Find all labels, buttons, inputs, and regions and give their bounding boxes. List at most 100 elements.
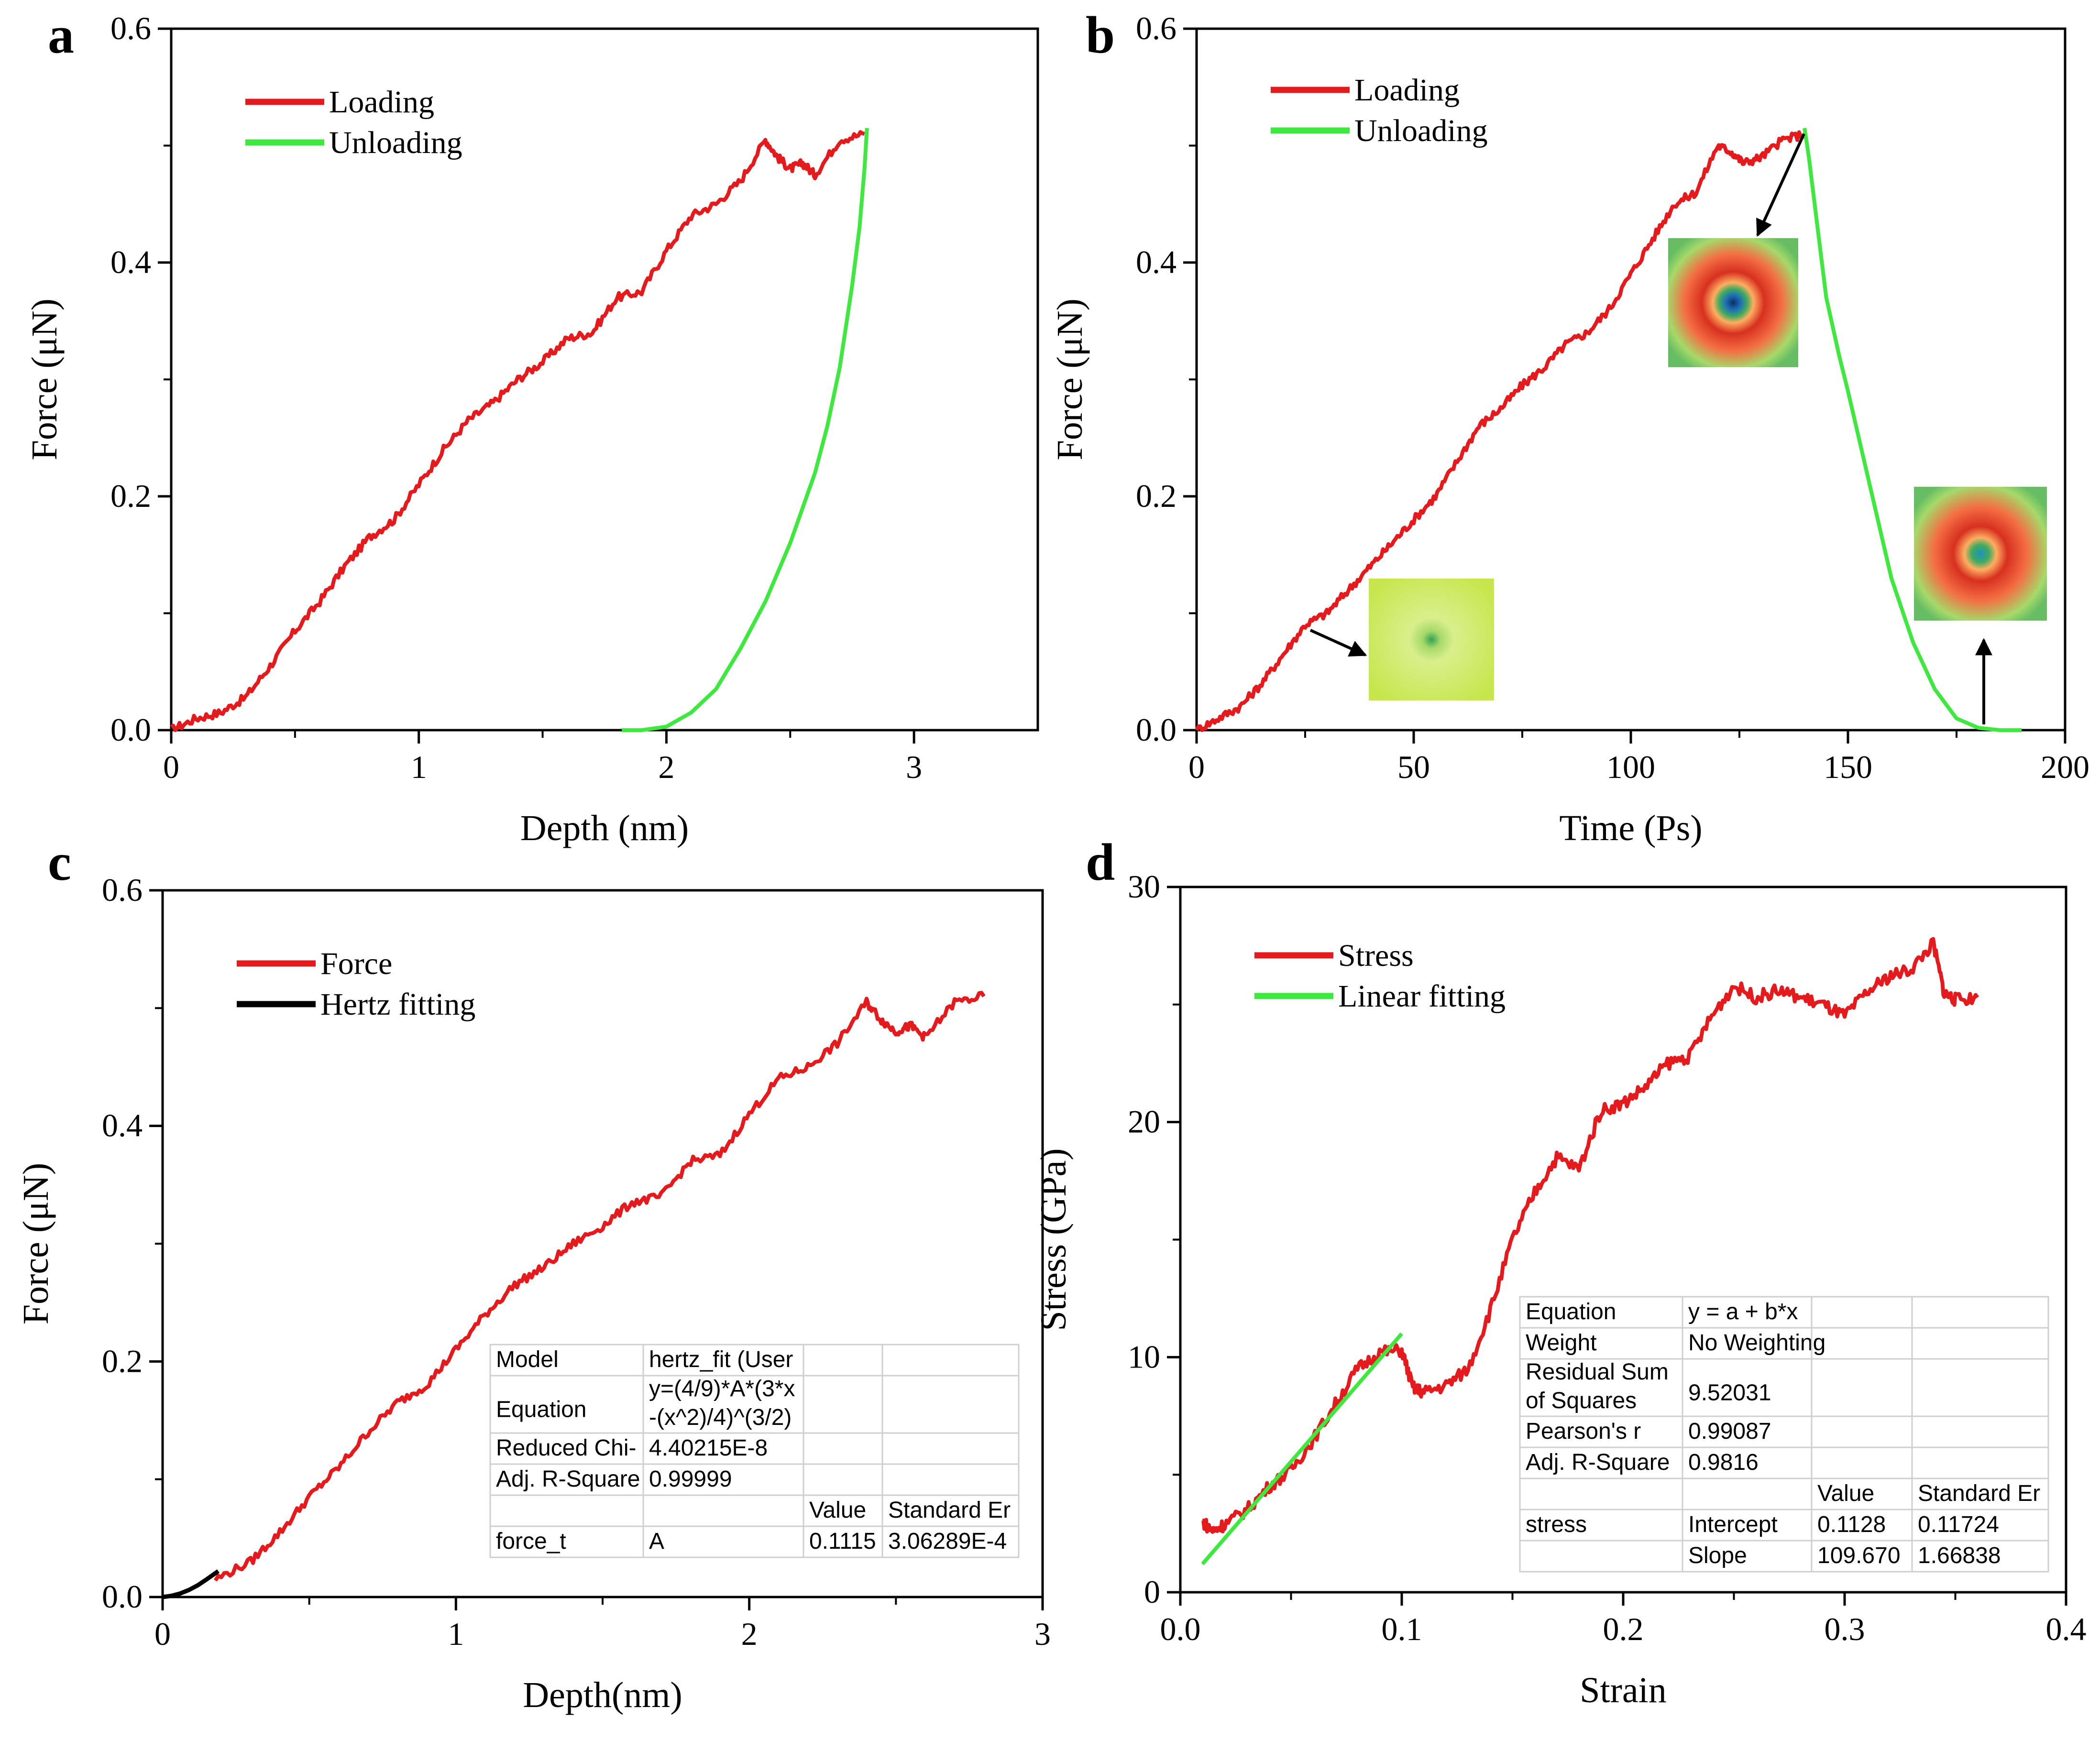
chart-d: 0.0 0.1 0.2 0.3 0.4 0 10 20 30 Strain Stress (GPa)… (1034, 868, 2087, 1710)
x-tick-label: 0 (163, 749, 179, 785)
legend-label: Hertz fitting (320, 987, 475, 1022)
table-cell: force_t (496, 1529, 566, 1554)
x-tick-label: 1 (411, 749, 427, 785)
x-tick-label: 100 (1606, 749, 1655, 785)
table-cell: 0.99087 (1688, 1419, 1771, 1444)
x-tick-label: 1 (448, 1616, 464, 1652)
legend-label: Force (320, 946, 392, 981)
table-row (1519, 1477, 2049, 1510)
table-cell: Pearson's r (1526, 1419, 1641, 1444)
x-tick-label: 0.1 (1382, 1611, 1422, 1647)
table-cell: Model (496, 1347, 559, 1372)
series-line-stress (1201, 937, 1979, 1534)
panel-label-c: c (48, 833, 71, 891)
series-line-linear-fitting (1201, 1332, 1404, 1565)
inset-snapshot-early (1369, 579, 1494, 700)
table-cell: Equation (1526, 1299, 1616, 1324)
y-tick-label: 0.2 (1136, 478, 1176, 514)
table-row (1519, 1415, 2049, 1448)
x-tick-label: 0.0 (1160, 1611, 1201, 1647)
table-cell: 0.11724 (1918, 1512, 1999, 1537)
y-tick-label: 0.6 (1136, 10, 1176, 46)
x-tick-label: 0 (1188, 749, 1205, 785)
table-cell: Adj. R-Square (496, 1466, 640, 1492)
table-cell: 0.1128 (1817, 1512, 1886, 1537)
y-tick-label: 0.4 (102, 1107, 143, 1144)
table-cell: Value (809, 1498, 866, 1523)
y-tick-label: 0 (1144, 1574, 1160, 1610)
legend-label: Loading (1354, 73, 1460, 108)
arrow-peak (1756, 133, 1805, 237)
table-cell: hertz_fit (User (649, 1347, 793, 1372)
x-tick-label: 3 (1034, 1616, 1051, 1652)
table-cell: Standard Er (888, 1498, 1011, 1523)
x-tick-label: 150 (1824, 749, 1872, 785)
inset-snapshot-peak (1668, 238, 1798, 367)
table-cell: Adj. R-Square (1526, 1450, 1670, 1475)
table-cell: Slope (1688, 1543, 1747, 1568)
legend-label: Linear fitting (1338, 979, 1506, 1014)
table-cell: Equation (496, 1397, 587, 1422)
y-tick-label: 0.0 (1136, 711, 1176, 748)
table-cell: Value (1817, 1481, 1874, 1506)
y-tick-label: 10 (1128, 1338, 1160, 1375)
table-cell: 4.40215E-8 (649, 1435, 768, 1461)
fit-table-linear: Equation y = a + b*x Weight No Weighting Res… (1519, 1296, 2049, 1573)
x-tick-label: 3 (906, 749, 922, 785)
x-tick-label: 0.4 (2046, 1611, 2087, 1647)
legend-label: Unloading (1354, 113, 1488, 148)
legend-label: Stress (1338, 938, 1414, 973)
chart-c: 0 1 2 3 0.0 0.2 0.4 0.6 Depth(nm) Force (μN) Force… (16, 872, 1051, 1715)
legend-label: Unloading (329, 125, 462, 160)
table-cell: y=(4/9)*A*(3*x (649, 1376, 795, 1401)
series-line-loading (170, 130, 865, 732)
table-cell: Residual Sum (1526, 1359, 1669, 1385)
y-tick-label: 30 (1128, 868, 1160, 905)
x-axis-label: Time (Ps) (1559, 808, 1702, 848)
table-cell: 109.670 (1817, 1543, 1901, 1568)
x-tick-label: 0 (154, 1616, 171, 1652)
legend-label: Loading (329, 85, 434, 120)
table-row (489, 1525, 1020, 1558)
table-cell: 3.06289E-4 (888, 1529, 1007, 1554)
table-cell: Intercept (1688, 1512, 1778, 1537)
x-tick-label: 2 (658, 749, 674, 785)
panel-label-d: d (1086, 833, 1115, 891)
x-tick-label: 0.3 (1825, 1611, 1865, 1647)
y-tick-label: 0.0 (110, 711, 151, 748)
inset-snapshot-end (1914, 487, 2047, 621)
table-cell: Weight (1526, 1330, 1597, 1356)
fit-table-hertz: Model hertz_fit (User Equation y=(4/9)*A*(3… (489, 1344, 1020, 1558)
x-axis-label: Strain (1580, 1670, 1667, 1710)
chart-a: 0 1 2 3 0.0 0.2 0.4 0.6 Depth (nm) Force (μN) Load… (24, 10, 1039, 848)
y-axis-label: Force (μN) (1050, 298, 1090, 460)
table-cell: 0.9816 (1688, 1450, 1759, 1475)
y-tick-label: 0.6 (102, 872, 143, 908)
table-cell: stress (1526, 1512, 1587, 1537)
arrow-early (1309, 629, 1367, 657)
table-cell: 9.52031 (1688, 1380, 1771, 1405)
table-row (1519, 1540, 2049, 1573)
y-tick-label: 0.6 (110, 10, 151, 46)
table-row (489, 1494, 1020, 1527)
chart-b: 0 50 100 150 200 0.0 0.2 0.4 0.6 Time (Ps) Force (… (1050, 10, 2089, 848)
table-cell: of Squares (1526, 1388, 1637, 1413)
y-tick-label: 0.4 (1136, 244, 1176, 280)
x-tick-label: 200 (2041, 749, 2089, 785)
table-cell: y = a + b*x (1688, 1299, 1798, 1324)
table-cell: 0.1115 (809, 1529, 876, 1554)
series-line-loading (1195, 130, 1806, 732)
x-axis-label: Depth (nm) (520, 808, 689, 848)
table-cell: -(x^2)/4)^(3/2) (649, 1405, 792, 1430)
y-axis-label: Force (μN) (16, 1163, 56, 1324)
panel-label-b: b (1086, 6, 1115, 64)
table-cell: 1.66838 (1918, 1543, 2001, 1568)
x-tick-label: 0.2 (1603, 1611, 1644, 1647)
table-cell: No Weighting (1688, 1330, 1825, 1356)
series-line-unloading (622, 128, 869, 732)
y-tick-label: 0.4 (110, 244, 151, 280)
table-cell: 0.99999 (649, 1466, 732, 1492)
y-tick-label: 0.0 (102, 1578, 143, 1615)
table-cell: Standard Er (1918, 1481, 2040, 1506)
